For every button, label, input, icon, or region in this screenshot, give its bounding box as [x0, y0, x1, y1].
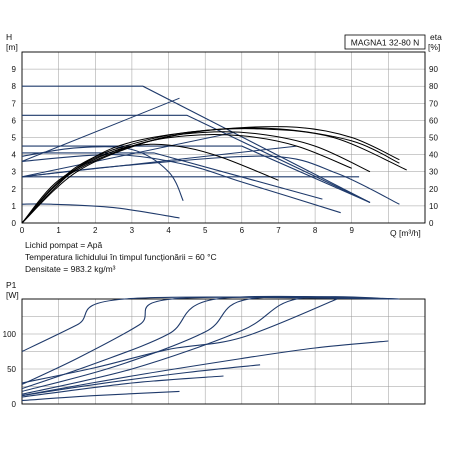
x-tick-label: 7	[276, 226, 281, 235]
control-curve-2	[21, 145, 297, 178]
power-curve-6	[21, 340, 389, 397]
head-curve-0	[22, 85, 371, 203]
head-curve-7	[21, 154, 341, 214]
control-curve-1	[21, 131, 235, 178]
y2-axis-title: eta	[430, 32, 442, 42]
y-tick-label: 5	[12, 134, 17, 143]
y-tick-label: 3	[12, 168, 17, 177]
y-tick-label: 6	[12, 116, 17, 125]
y2-tick-label: 90	[429, 65, 438, 74]
x-tick-label: 1	[56, 226, 61, 235]
power-curve-4	[21, 296, 400, 395]
x-tick-label: 9	[350, 226, 355, 235]
power-curve-7	[21, 364, 261, 397]
power-curve-8	[21, 375, 224, 398]
note-line-3: Densitate = 983.2 kg/m³	[25, 264, 116, 274]
y-tick-label: 8	[12, 82, 17, 91]
note-line-2: Temperatura lichidului în timpul funcțio…	[25, 252, 217, 262]
head-curve-3	[22, 152, 323, 200]
y-tick-label: 2	[12, 185, 17, 194]
y2-tick-label: 50	[429, 134, 438, 143]
y-axis-title: H	[6, 32, 12, 42]
x-tick-label: 2	[93, 226, 98, 235]
y-tick-label: 7	[12, 99, 17, 108]
head-curve-2	[22, 145, 371, 204]
y-tick-label: 50	[7, 365, 16, 374]
y-tick-label: 100	[3, 330, 17, 339]
p1-axis-unit: [W]	[6, 290, 19, 300]
x-axis-title: Q [m³/h]	[390, 228, 421, 238]
power-curve-1	[21, 296, 400, 385]
efficiency-curve-2	[21, 131, 371, 224]
y2-tick-label: 10	[429, 202, 438, 211]
y-tick-label: 9	[12, 65, 17, 74]
power-plot: P1 [W] 0 50 100	[3, 280, 426, 409]
y-tick-label: 0	[12, 219, 17, 228]
plot-frame	[21, 51, 426, 224]
efficiency-curve-0	[21, 143, 279, 224]
p1-axis-title: P1	[6, 280, 17, 290]
head-curve-5	[21, 203, 180, 219]
efficiency-curve-5	[21, 128, 407, 224]
y2-tick-label: 20	[429, 185, 438, 194]
y2-tick-label: 60	[429, 116, 438, 125]
fluid-notes: Lichid pompat = Apă Temperatura lichidul…	[25, 240, 217, 274]
chart-title: MAGNA1 32-80 N	[351, 38, 420, 48]
y-tick-label: 1	[12, 202, 17, 211]
y-axis-unit: [m]	[6, 42, 18, 52]
head-curve-1	[22, 114, 371, 203]
note-line-1: Lichid pompat = Apă	[25, 240, 103, 250]
control-curve-0	[21, 97, 180, 162]
y2-tick-label: 40	[429, 151, 438, 160]
y2-axis-unit: [%]	[428, 42, 440, 52]
chart-title-box	[344, 34, 426, 50]
x-tick-label: 4	[166, 226, 171, 235]
x-tick-label: 6	[240, 226, 245, 235]
head-efficiency-plot: H [m] eta [%] MAGNA1 32-80 N Q [m³/h] 0 1…	[6, 32, 442, 238]
x-tick-label: 3	[130, 226, 135, 235]
head-curve-8	[21, 155, 400, 205]
y-tick-label: 4	[12, 151, 17, 160]
y2-tick-label: 30	[429, 168, 438, 177]
y2-tick-label: 0	[429, 219, 434, 228]
y2-tick-label: 80	[429, 82, 438, 91]
head-curve-6	[21, 146, 184, 202]
power-curve-9	[21, 390, 180, 402]
y2-tick-label: 70	[429, 99, 438, 108]
power-curve-5	[21, 298, 338, 384]
x-tick-label: 0	[20, 226, 25, 235]
x-tick-label: 8	[313, 226, 318, 235]
y-tick-label: 0	[12, 400, 17, 409]
x-tick-label: 5	[203, 226, 208, 235]
